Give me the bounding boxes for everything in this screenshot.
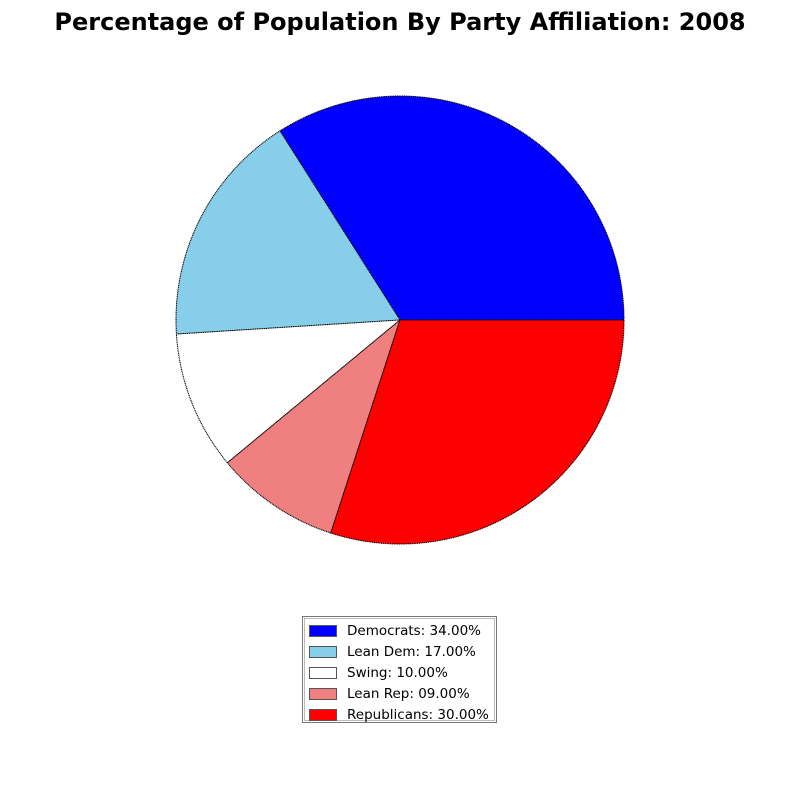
legend-item-democrats: Democrats: 34.00% xyxy=(309,620,490,641)
legend-label: Democrats: 34.00% xyxy=(347,623,481,639)
legend-swatch xyxy=(309,688,337,700)
legend-label: Lean Dem: 17.00% xyxy=(347,644,476,660)
legend-item-lean-rep: Lean Rep: 09.00% xyxy=(309,683,490,704)
legend-label: Republicans: 30.00% xyxy=(347,707,489,723)
legend-label: Swing: 10.00% xyxy=(347,665,448,681)
legend-swatch xyxy=(309,646,337,658)
pie-slices xyxy=(176,96,624,544)
legend-swatch xyxy=(309,709,337,721)
legend-swatch xyxy=(309,625,337,637)
legend: Democrats: 34.00% Lean Dem: 17.00% Swing: … xyxy=(302,616,497,723)
legend-item-lean-dem: Lean Dem: 17.00% xyxy=(309,641,490,662)
legend-swatch xyxy=(309,667,337,679)
legend-label: Lean Rep: 09.00% xyxy=(347,686,470,702)
legend-item-republicans: Republicans: 30.00% xyxy=(309,704,490,725)
legend-item-swing: Swing: 10.00% xyxy=(309,662,490,683)
